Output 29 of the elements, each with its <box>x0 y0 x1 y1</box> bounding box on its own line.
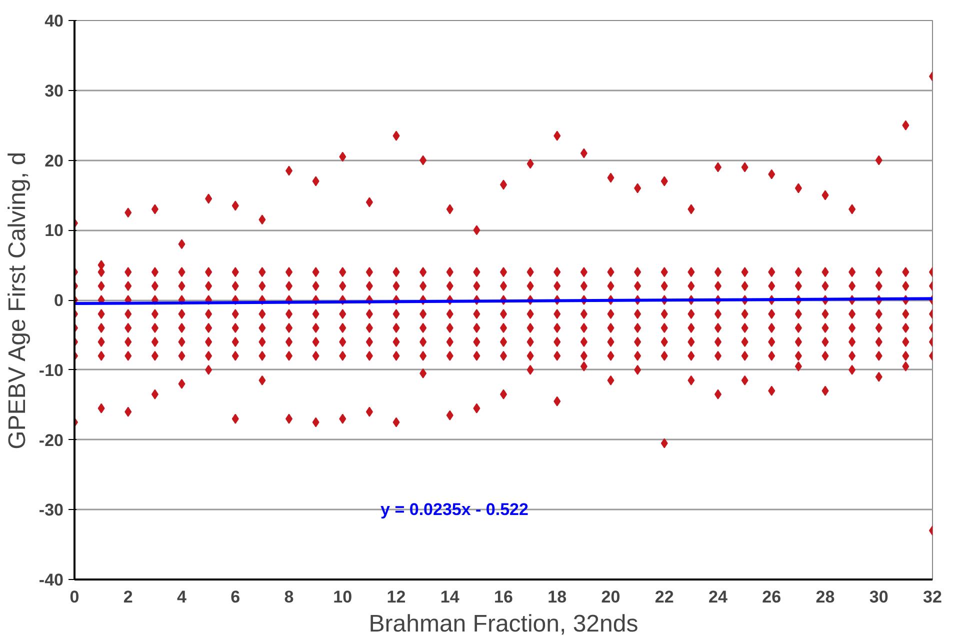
y-tick-label: 10 <box>44 221 64 240</box>
x-tick-label: 10 <box>333 588 352 606</box>
x-tick-label: 32 <box>923 588 942 606</box>
y-tick-label: -30 <box>38 500 64 520</box>
x-tick-label: 8 <box>284 588 294 606</box>
x-axis-title: Brahman Fraction, 32nds <box>368 610 638 638</box>
x-tick-label: 12 <box>386 588 406 606</box>
x-tick-label: 2 <box>123 588 133 606</box>
y-tick-label: -40 <box>38 570 64 590</box>
x-tick-label: 28 <box>816 588 835 606</box>
x-tick-label: 24 <box>708 588 728 606</box>
y-tick-label: -20 <box>38 430 64 450</box>
y-axis-title: GPEBV Age First Calving, d <box>4 152 31 450</box>
y-tick-label: -10 <box>38 360 64 380</box>
x-tick-label: 14 <box>440 588 460 606</box>
x-tick-label: 18 <box>548 588 567 606</box>
x-tick-label: 22 <box>654 588 674 606</box>
y-tick-label: 30 <box>44 81 64 100</box>
x-tick-label: 16 <box>494 588 513 606</box>
y-tick-label: 40 <box>44 12 64 30</box>
x-tick-label: 6 <box>230 588 240 606</box>
y-tick-label: 20 <box>44 151 64 170</box>
x-tick-label: 30 <box>869 588 888 606</box>
annotation: y = 0.0235x - 0.522 <box>380 500 528 519</box>
x-tick-label: 0 <box>70 588 80 606</box>
x-tick-label: 4 <box>177 588 188 606</box>
x-tick-label: 26 <box>762 588 782 606</box>
y-tick-label: 0 <box>54 291 64 310</box>
x-tick-label: 20 <box>601 588 620 606</box>
